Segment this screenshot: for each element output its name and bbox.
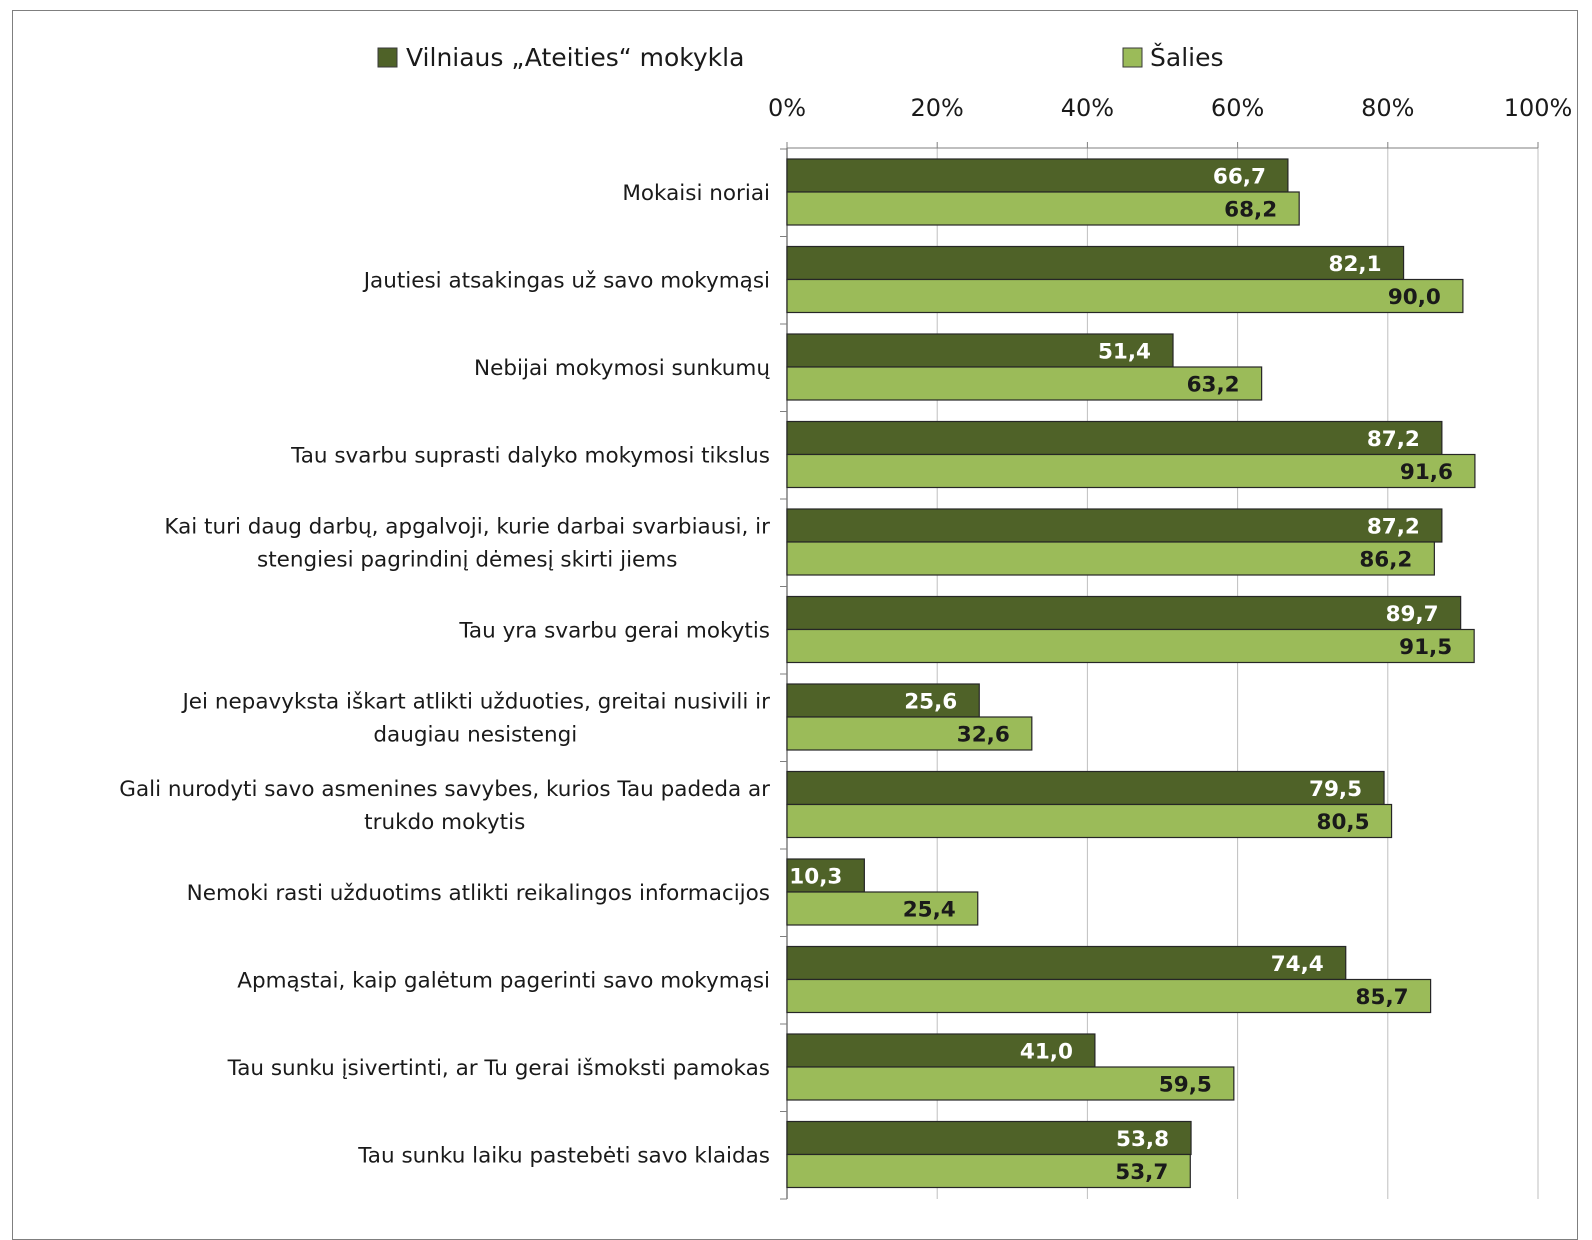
data-label-series2-cat11: 59,5 [1159, 1073, 1212, 1098]
x-tick-label: 60% [1211, 94, 1264, 122]
bar-series1-cat2 [786, 245, 1405, 281]
legend-swatch-2 [1122, 47, 1143, 68]
bar-series2-cat11 [786, 1066, 1235, 1101]
category-label: Kai turi daug darbų, apgalvoji, kurie da… [164, 515, 770, 540]
data-label-series1-cat10: 74,4 [1271, 952, 1324, 977]
data-label-series2-cat9: 25,4 [903, 898, 956, 923]
legend-swatch-1 [377, 47, 398, 68]
category-label: Mokaisi noriai [622, 181, 770, 206]
data-label-series2-cat2: 90,0 [1388, 285, 1441, 310]
data-label-series1-cat4: 87,2 [1367, 427, 1420, 452]
bar-series1-cat7 [786, 683, 980, 718]
x-tick-label: 40% [1061, 94, 1114, 122]
bar-series2-cat6 [786, 628, 1475, 664]
data-label-series2-cat1: 68,2 [1224, 198, 1277, 223]
category-label: Tau sunku įsivertinti, ar Tu gerai išmok… [227, 1056, 770, 1081]
x-tick-label: 20% [911, 94, 964, 122]
bar-series2-cat1 [786, 191, 1300, 226]
x-tick-label: 0% [768, 94, 806, 122]
bar-series1-cat4 [786, 420, 1443, 456]
category-label: Jei nepavyksta iškart atlikti užduoties,… [180, 690, 770, 715]
category-label: daugiau nesistengi [373, 723, 577, 748]
category-label: Nemoki rasti užduotims atlikti reikaling… [187, 881, 770, 906]
data-label-series2-cat6: 91,5 [1399, 635, 1452, 660]
bar-series2-cat3 [786, 366, 1263, 401]
category-label: Nebijai mokymosi sunkumų [474, 356, 770, 381]
bar-series2-cat10 [786, 978, 1432, 1014]
data-label-series2-cat7: 32,6 [957, 723, 1010, 748]
bar-series1-cat8 [786, 770, 1385, 806]
bar-series2-cat2 [786, 278, 1464, 314]
bar-series2-cat12 [786, 1153, 1191, 1189]
x-tick-label: 80% [1361, 94, 1414, 122]
data-label-series1-cat1: 66,7 [1213, 165, 1266, 190]
data-label-series2-cat5: 86,2 [1359, 548, 1412, 573]
x-tick-label: 100% [1504, 94, 1573, 122]
bar-series1-cat1 [786, 158, 1289, 193]
category-label: Jautiesi atsakingas už savo mokymąsi [362, 269, 770, 294]
bar-series2-cat8 [786, 803, 1393, 839]
bar-series2-cat7 [786, 716, 1033, 751]
category-label: Tau svarbu suprasti dalyko mokymosi tiks… [290, 444, 770, 469]
legend-label-2: Šalies [1150, 42, 1224, 72]
data-label-series1-cat6: 89,7 [1386, 602, 1439, 627]
category-label: Tau yra svarbu gerai mokytis [458, 619, 770, 644]
data-label-series1-cat12: 53,8 [1116, 1127, 1169, 1152]
data-label-series1-cat2: 82,1 [1329, 252, 1382, 277]
data-label-series1-cat3: 51,4 [1098, 340, 1151, 365]
category-label: stengiesi pagrindinį dėmesį skirti jiems [257, 548, 677, 573]
bars: 66,7 68,2 82,190,0 51,4 63,2 87,2 91,6 87,2 86,2… [786, 158, 1476, 1189]
category-label: Tau sunku laiku pastebėti savo klaidas [357, 1144, 770, 1169]
data-label-series1-cat8: 79,5 [1309, 777, 1362, 802]
data-label-series2-cat3: 63,2 [1187, 373, 1240, 398]
bar-series1-cat5 [786, 508, 1443, 543]
category-label: trukdo mokytis [364, 810, 525, 835]
legend-label-1: Vilniaus „Ateities“ mokykla [406, 43, 744, 72]
gridlines [780, 142, 1539, 1200]
bar-series1-cat6 [786, 595, 1462, 631]
category-label: Gali nurodyti savo asmenines savybes, ku… [119, 777, 770, 802]
bar-series2-cat5 [786, 541, 1435, 576]
data-label-series2-cat10: 85,7 [1356, 985, 1409, 1010]
bar-series1-cat10 [786, 945, 1347, 981]
data-label-series2-cat8: 80,5 [1317, 810, 1370, 835]
bar-series2-cat4 [786, 453, 1476, 489]
data-label-series1-cat9: 10,3 [789, 865, 842, 890]
bar-series2-cat9 [786, 891, 979, 926]
data-label-series1-cat11: 41,0 [1020, 1040, 1073, 1065]
data-label-series1-cat7: 25,6 [904, 690, 957, 715]
category-label: Apmąstai, kaip galėtum pagerinti savo mo… [237, 969, 770, 994]
data-label-series2-cat4: 91,6 [1400, 460, 1453, 485]
legend: Vilniaus „Ateities“ mokykla Šalies [377, 42, 1224, 72]
bar-series1-cat12 [786, 1120, 1192, 1156]
data-label-series1-cat5: 87,2 [1367, 515, 1420, 540]
x-axis: 0% 20% 40% 60% 80% 100% [768, 94, 1572, 122]
y-axis: Mokaisi noriai Jautiesi atsakingas už sav… [119, 181, 770, 1169]
data-label-series2-cat12: 53,7 [1115, 1160, 1168, 1185]
